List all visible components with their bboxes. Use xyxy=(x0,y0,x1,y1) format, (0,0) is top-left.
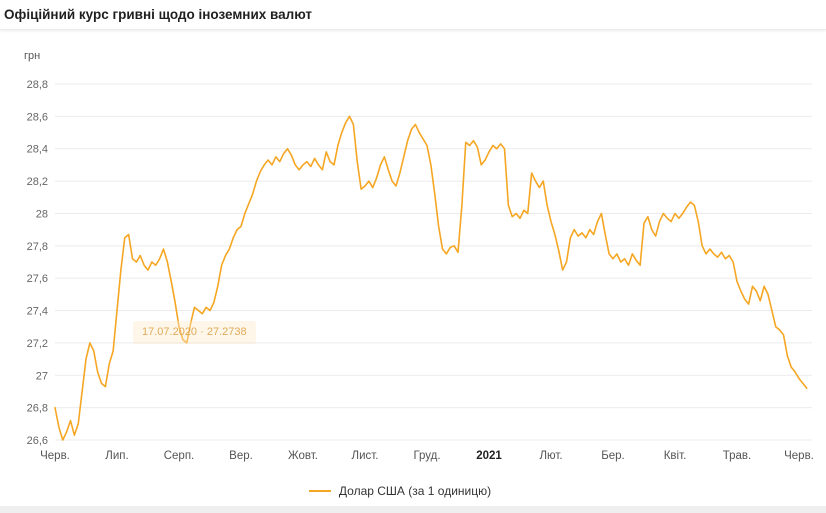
x-tick-label: Лют. xyxy=(539,450,562,462)
x-tick-label: Груд. xyxy=(413,450,440,462)
bottom-strip xyxy=(0,506,826,513)
y-tick-label: 26,6 xyxy=(27,435,48,447)
x-tick-label: Серп. xyxy=(164,450,195,462)
y-tick-label: 28,6 xyxy=(27,111,48,123)
x-tick-label: Бер. xyxy=(601,450,625,462)
x-tick-label: Квіт. xyxy=(664,450,687,462)
x-tick-label: Трав. xyxy=(723,450,751,462)
chart-legend[interactable]: Долар США (за 1 одиницю) xyxy=(0,482,800,500)
page-title: Офіційний курс гривні щодо іноземних вал… xyxy=(4,7,313,22)
y-tick-label: 27,2 xyxy=(27,338,48,350)
x-tick-label: Жовт. xyxy=(288,450,318,462)
x-tick-label: Черв. xyxy=(784,450,814,462)
page-header: Офіційний курс гривні щодо іноземних вал… xyxy=(0,0,826,30)
y-tick-label: 28,2 xyxy=(27,176,48,188)
y-axis-unit-label: грн xyxy=(24,50,41,62)
x-tick-label: Вер. xyxy=(229,450,253,462)
x-tick-label: Лип. xyxy=(105,450,128,462)
y-tick-label: 27,6 xyxy=(27,273,48,285)
y-tick-label: 26,8 xyxy=(27,403,48,415)
y-tick-label: 27 xyxy=(36,370,48,382)
rate-line[interactable] xyxy=(54,115,808,441)
x-tick-label: Лист. xyxy=(352,450,379,462)
y-tick-label: 27,8 xyxy=(27,241,48,253)
legend-label: Долар США (за 1 одиницю) xyxy=(338,484,492,498)
x-tick-label: 2021 xyxy=(476,450,502,462)
legend-line-marker xyxy=(308,490,331,492)
y-tick-label: 27,4 xyxy=(27,306,48,318)
y-tick-label: 28,4 xyxy=(27,144,48,156)
x-tick-label: Черв. xyxy=(40,450,70,462)
y-tick-label: 28 xyxy=(36,208,48,220)
y-tick-label: 28,8 xyxy=(27,79,48,91)
